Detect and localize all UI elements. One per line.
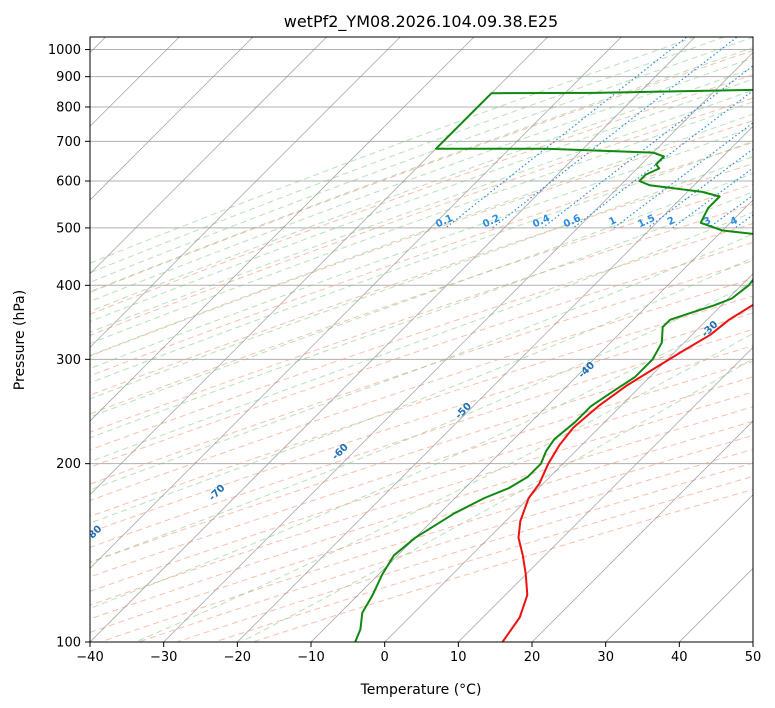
moist-adiabat-line [90, 47, 753, 293]
y-tick-label: 800 [56, 101, 81, 116]
x-tick-label: 50 [745, 650, 762, 665]
moist-adiabat-line [90, 126, 753, 370]
y-tick-label: 300 [56, 353, 81, 368]
dry-adiabat-line [136, 448, 753, 642]
mixing-ratio-line [613, 122, 753, 229]
chart-title: wetPf2_YM08.2026.104.09.38.E25 [284, 12, 558, 32]
temperature-profile [501, 303, 753, 642]
dry-adiabat-line [90, 376, 753, 592]
moist-adiabat-line [135, 332, 753, 642]
moist-adiabat-line [90, 113, 753, 357]
x-tick-label: −40 [76, 650, 103, 665]
x-tick-label: 0 [381, 650, 389, 665]
mixing-ratio-line [672, 167, 753, 229]
moist-adiabat-line [90, 281, 753, 563]
dry-adiabat-line [90, 278, 753, 502]
moist-adiabat-line [90, 156, 753, 400]
x-tick-label: −20 [224, 650, 251, 665]
axes: −40 −30 −20 −10 0 10 20 30 40 50 1000 900 800 700 600 5… [48, 43, 761, 665]
isotherm-line [163, 52, 753, 642]
isotherms [90, 37, 753, 642]
isotherm-line [90, 37, 475, 422]
y-tick-label: 900 [56, 70, 81, 85]
y-tick-label: 100 [56, 636, 81, 651]
dry-adiabat-line [90, 295, 753, 518]
dry-adiabat-line [90, 360, 753, 578]
dry-adiabat-line [90, 163, 753, 396]
plot-frame [89, 36, 754, 643]
moist-adiabat-line [90, 57, 753, 303]
y-tick-label: 500 [56, 221, 81, 236]
isotherm-line [90, 37, 254, 201]
mixing-ratio-label: 4 [729, 215, 740, 228]
isotherm-line [310, 199, 753, 642]
mixing-ratio-line [445, 37, 688, 229]
moist-adiabat-line [90, 67, 753, 312]
moist-adiabat-line [90, 257, 753, 524]
dry-adiabat-line [90, 203, 753, 433]
isotherm-line [384, 273, 753, 642]
mixing-ratio-label: 3 [702, 215, 713, 228]
moist-adiabat-line [90, 89, 753, 333]
isotherm-line [90, 37, 696, 642]
dry-adiabat-line [90, 74, 753, 315]
isotherm-line [90, 37, 328, 275]
moist-adiabat-line [90, 37, 725, 274]
x-tick-label: 20 [524, 650, 541, 665]
mixing-ratio-lines [445, 37, 753, 229]
isotherm-line [531, 420, 753, 642]
isotherm-line [236, 125, 753, 642]
x-tick-label: −30 [150, 650, 177, 665]
dry-adiabat-line [90, 406, 753, 620]
gridlines [90, 49, 753, 642]
mixing-ratio-line [572, 89, 753, 229]
profile-series [354, 88, 753, 642]
dry-adiabat-line [90, 183, 753, 415]
x-tick-label: −10 [297, 650, 324, 665]
y-tick-label: 200 [56, 457, 81, 472]
moist-adiabat-line [90, 233, 753, 491]
moist-adiabat-line [90, 211, 753, 463]
moist-adiabat-line [90, 78, 753, 323]
moist-adiabat-line [240, 358, 753, 642]
dewpoint-profile [354, 88, 753, 642]
isotherm-line [90, 37, 622, 569]
dry-adiabat-line [90, 420, 753, 633]
y-tick-label: 400 [56, 279, 81, 294]
plot-area [90, 37, 753, 642]
x-tick-label: 10 [450, 650, 467, 665]
mixing-ratio-line [492, 37, 739, 229]
mixing-ratio-label: 2 [666, 215, 677, 228]
dry-adiabat-line [90, 312, 753, 533]
dry-adiabat-line [90, 50, 753, 293]
isotherm-line [605, 494, 753, 642]
y-tick-label: 700 [56, 135, 81, 150]
x-tick-label: 40 [671, 650, 688, 665]
y-tick-label: 600 [56, 175, 81, 190]
dry-adiabat-line [175, 462, 753, 642]
y-tick-label: 1000 [48, 43, 81, 58]
y-axis-label: Pressure (hPa) [12, 290, 28, 390]
x-tick-label: 30 [597, 650, 614, 665]
x-axis-label: Temperature (°C) [360, 682, 482, 698]
mixing-ratio-label: 1 [607, 215, 618, 228]
isotherm-line [457, 346, 753, 642]
moist-adiabat-line [90, 37, 696, 264]
